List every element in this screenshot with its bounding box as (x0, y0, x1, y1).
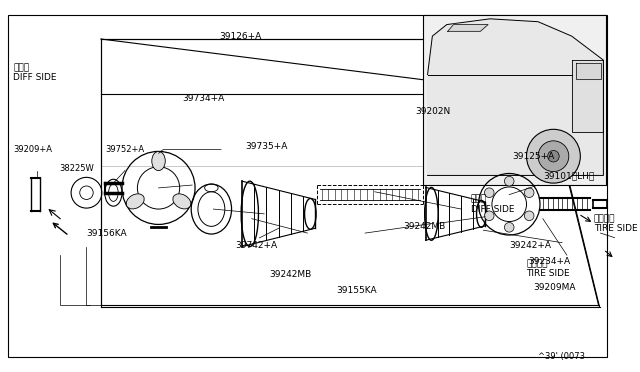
Text: タイヤ側
TIRE SIDE: タイヤ側 TIRE SIDE (594, 214, 637, 233)
Text: 39156KA: 39156KA (86, 228, 127, 238)
Polygon shape (428, 19, 604, 176)
Text: 39242MB: 39242MB (404, 222, 446, 231)
Bar (423, 15, 606, 185)
Circle shape (548, 150, 559, 162)
Text: デフ側
DIFF SIDE: デフ側 DIFF SIDE (471, 195, 515, 214)
Text: 39209MA: 39209MA (533, 283, 576, 292)
Text: 39734+A: 39734+A (182, 94, 225, 103)
Circle shape (484, 188, 494, 198)
Text: 39242MB: 39242MB (269, 270, 311, 279)
Text: 39735+A: 39735+A (245, 142, 287, 151)
Circle shape (504, 222, 514, 232)
Ellipse shape (173, 194, 191, 209)
Text: 39101（LH）: 39101（LH） (543, 171, 594, 180)
Text: 39126+A: 39126+A (219, 32, 261, 41)
Circle shape (538, 141, 569, 171)
Text: 39742+A: 39742+A (236, 241, 278, 250)
Polygon shape (577, 63, 600, 79)
Text: 39242+A: 39242+A (509, 241, 551, 250)
Text: 39752+A: 39752+A (106, 145, 145, 154)
Text: 39209+A: 39209+A (13, 145, 52, 154)
Text: ^39' (0073: ^39' (0073 (538, 352, 585, 360)
Circle shape (484, 211, 494, 221)
Text: タイヤ側
TIRE SIDE: タイヤ側 TIRE SIDE (527, 259, 570, 278)
Circle shape (524, 188, 534, 198)
Circle shape (504, 176, 514, 186)
Ellipse shape (152, 151, 165, 171)
Text: 39155KA: 39155KA (336, 286, 377, 295)
Ellipse shape (126, 194, 144, 209)
Circle shape (527, 129, 580, 183)
Text: デフ側
DIFF SIDE: デフ側 DIFF SIDE (13, 63, 57, 83)
Text: 38225W: 38225W (60, 164, 94, 173)
Polygon shape (448, 25, 488, 31)
Text: 39125+A: 39125+A (512, 152, 554, 161)
Circle shape (524, 211, 534, 221)
Text: 39202N: 39202N (415, 106, 451, 116)
Text: 39234+A: 39234+A (529, 257, 571, 266)
Polygon shape (572, 60, 604, 132)
